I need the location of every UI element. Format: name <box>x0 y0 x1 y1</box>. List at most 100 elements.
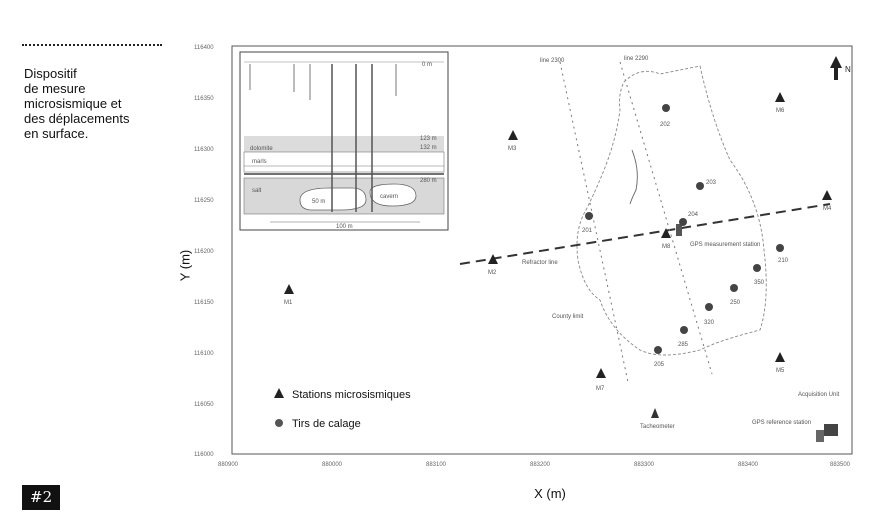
x-tick: 880000 <box>322 462 343 468</box>
shot-marker <box>776 244 784 252</box>
y-tick: 116250 <box>194 198 214 204</box>
caption-line: microsismique et <box>24 96 122 111</box>
x-tick: 883100 <box>426 462 447 468</box>
y-tick: 116200 <box>194 249 214 255</box>
station-marker <box>508 130 518 140</box>
legend-station-icon <box>274 388 284 398</box>
north-arrow-icon: N <box>830 56 851 80</box>
shot-marker <box>679 218 687 226</box>
y-tick: 116350 <box>194 96 214 102</box>
legend-shot-icon <box>275 419 283 427</box>
shot-label: 320 <box>704 320 715 326</box>
shot-marker <box>753 264 761 272</box>
shot-label: 201 <box>582 228 593 234</box>
shot-marker <box>730 284 738 292</box>
stations-group: M1 M2 M3 M4 M5 M6 M7 M8 <box>284 92 832 392</box>
inset-depth-2: 132 m <box>420 145 437 151</box>
gps-reference-icon <box>816 430 824 442</box>
station-label: M5 <box>776 368 785 374</box>
caption-line: de mesure <box>24 81 86 96</box>
county-boundary <box>576 65 767 356</box>
inset-cross-section: dolomite marls salt 0 m 123 m 132 m 280 … <box>239 51 449 231</box>
river-feature <box>629 149 638 205</box>
label-acquisition-unit: Acquisition Unit <box>798 392 840 398</box>
label-line-2290: line 2290 <box>624 56 649 62</box>
label-line-2300: line 2300 <box>540 58 565 64</box>
inset-label-salt: salt <box>252 188 262 194</box>
station-marker <box>284 284 294 294</box>
station-marker <box>775 352 785 362</box>
station-label: M6 <box>776 108 785 114</box>
shot-marker <box>662 104 670 112</box>
shot-label: 203 <box>706 180 717 186</box>
marls-layer <box>243 151 445 173</box>
station-label: M8 <box>662 244 671 250</box>
station-label: M7 <box>596 386 605 392</box>
x-tick: 880900 <box>218 462 239 468</box>
station-marker <box>775 92 785 102</box>
shots-group: 201 202 203 204 205 210 250 320 350 285 <box>582 104 789 368</box>
label-county-limit: County limit <box>552 314 584 320</box>
legend-stations-label: Stations microsismiques <box>292 389 411 401</box>
y-tick: 116400 <box>194 45 214 51</box>
shot-label: 202 <box>660 122 671 128</box>
figure-number-badge: #2 <box>22 485 61 510</box>
label-tacheometer: Tacheometer <box>640 424 675 430</box>
caption-rule <box>22 44 162 46</box>
station-label: M4 <box>823 206 832 212</box>
y-tick: 116100 <box>194 351 214 357</box>
station-label: M3 <box>508 146 517 152</box>
inset-depth-1: 123 m <box>420 136 437 142</box>
caption-line: en surface. <box>24 126 89 141</box>
shot-marker <box>696 182 704 190</box>
shot-label: 205 <box>654 362 665 368</box>
station-marker <box>488 254 498 264</box>
x-tick: 883200 <box>530 462 551 468</box>
label-gps-station: GPS measurement station <box>690 242 760 248</box>
label-refractor-line: Refractor line <box>522 260 558 266</box>
seismic-line-2300 <box>559 61 629 383</box>
acquisition-unit-icon <box>824 424 838 436</box>
x-tick-labels: 880900 880000 883100 883200 883300 88340… <box>218 462 851 468</box>
refractor-line <box>459 203 831 265</box>
y-tick: 116050 <box>194 402 214 408</box>
shot-label: 204 <box>688 212 699 218</box>
x-tick: 883400 <box>738 462 759 468</box>
inset-label-dolomite: dolomite <box>250 146 273 152</box>
svg-text:N: N <box>845 65 851 74</box>
inset-cavity-label-2: cavern <box>380 194 398 200</box>
inset-cavity-label: 50 m <box>312 199 325 205</box>
y-tick: 116300 <box>194 147 214 153</box>
x-axis-label: X (m) <box>534 486 566 501</box>
y-tick: 116150 <box>194 300 214 306</box>
tacheometer-icon <box>651 408 659 418</box>
shot-label: 250 <box>730 300 741 306</box>
shot-marker <box>680 326 688 334</box>
station-marker <box>822 190 832 200</box>
shot-label: 350 <box>754 280 765 286</box>
figure-caption: Dispositif de mesure microsismique et de… <box>24 66 174 141</box>
seismic-line-2290 <box>619 61 713 375</box>
gps-measurement-icon <box>676 224 682 236</box>
shot-marker <box>705 303 713 311</box>
y-tick-labels: 116400 116350 116300 116250 116200 11615… <box>194 45 214 458</box>
legend-shots-label: Tirs de calage <box>292 418 361 430</box>
shot-label: 210 <box>778 258 789 264</box>
inset-scale-label: 100 m <box>336 224 353 230</box>
shot-label: 285 <box>678 342 689 348</box>
shot-marker <box>585 212 593 220</box>
x-tick: 883500 <box>830 462 851 468</box>
shot-marker <box>654 346 662 354</box>
y-tick: 116000 <box>194 452 214 458</box>
station-marker <box>596 368 606 378</box>
caption-line: Dispositif <box>24 66 77 81</box>
caption-line: des déplacements <box>24 111 130 126</box>
label-gps-reference: GPS reference station <box>752 420 811 426</box>
inset-label-marls: marls <box>252 159 267 165</box>
station-marker <box>661 228 671 238</box>
plot-frame <box>231 45 853 455</box>
station-label: M1 <box>284 300 293 306</box>
cavity-2 <box>369 183 417 207</box>
inset-depth-3: 280 m <box>420 178 437 184</box>
